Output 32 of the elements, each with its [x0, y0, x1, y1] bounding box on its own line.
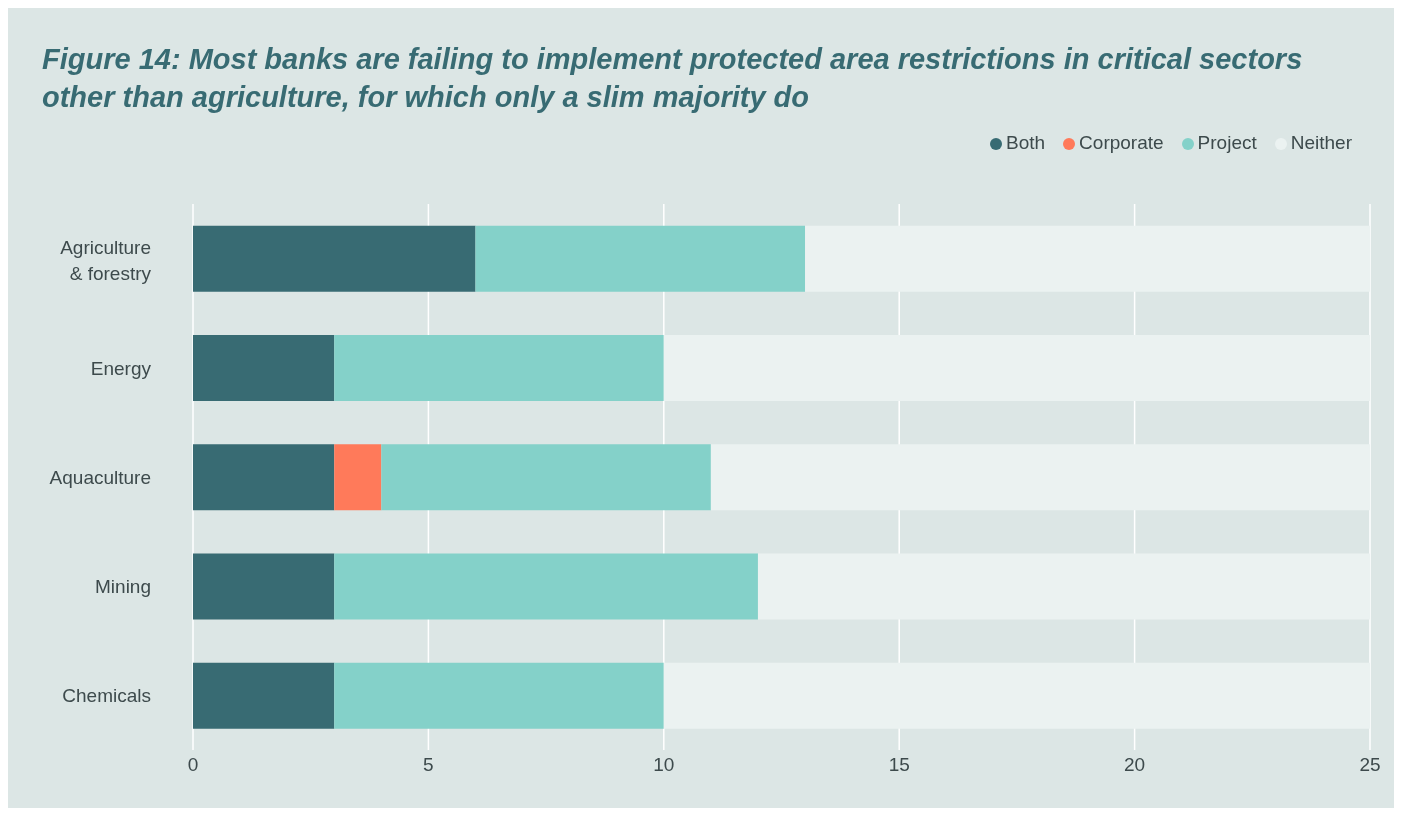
y-tick-label: Aquaculture [49, 467, 151, 488]
y-tick-label: Chemicals [62, 685, 151, 707]
y-tick-label: Energy [90, 357, 152, 379]
x-tick-label: 10 [653, 754, 675, 776]
bar [334, 335, 664, 402]
bar [193, 444, 335, 511]
bar [475, 225, 806, 292]
y-tick-label: Mining [95, 576, 151, 598]
x-tick-label: 25 [1359, 754, 1381, 776]
legend-label: Both [1006, 132, 1046, 153]
y-tick-label: Agriculture & forestry [60, 236, 152, 284]
bar [757, 553, 1370, 620]
bar [710, 444, 1370, 511]
bar [381, 444, 711, 511]
legend-label: Corporate [1079, 132, 1164, 153]
bar [193, 553, 335, 620]
bar [805, 225, 1370, 292]
bar [663, 335, 1370, 402]
x-tick-label: 5 [423, 754, 434, 776]
bar [193, 225, 476, 292]
x-tick-label: 15 [888, 754, 910, 776]
bar [193, 662, 335, 729]
bar [334, 662, 664, 729]
legend-label: Project [1197, 132, 1257, 153]
chart-title: Figure 14: Most banks are failing to implement protected area restrictions in critical sectors other than agriculture, for which only a slim majority do [42, 42, 1304, 115]
legend-label: Neither [1290, 132, 1352, 153]
x-tick-label: 20 [1124, 754, 1146, 776]
bar [193, 335, 335, 402]
bar [663, 662, 1370, 729]
bar [334, 444, 382, 511]
bar [334, 553, 758, 620]
x-tick-label: 0 [187, 754, 199, 776]
